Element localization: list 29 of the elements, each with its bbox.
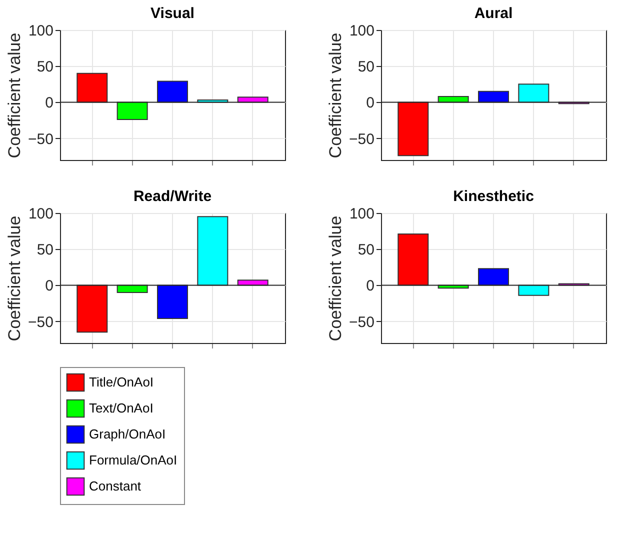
legend-label: Text/OnAoI <box>89 400 154 416</box>
y-tick-label: 50 <box>36 58 54 76</box>
y-axis-title: Coefficient value <box>5 32 24 158</box>
y-axis-title: Coefficient value <box>326 216 346 342</box>
y-tick-label: −50 <box>28 130 54 148</box>
y-tick-label: −50 <box>349 130 374 148</box>
y-axis-title: Coefficient value <box>5 216 24 342</box>
y-tick-label: 100 <box>28 22 54 40</box>
y-tick-label: 100 <box>349 206 374 222</box>
y-tick-label: 0 <box>45 94 54 112</box>
y-tick-label: 100 <box>349 22 374 40</box>
legend-label: Formula/OnAoI <box>89 452 178 468</box>
y-tick-label: 100 <box>28 206 54 222</box>
chart-title: Kinesthetic <box>453 188 534 205</box>
y-tick-label: 50 <box>36 242 54 259</box>
y-tick-label: 0 <box>366 94 374 112</box>
y-tick-label: 50 <box>358 58 374 76</box>
chart-title: Read/Write <box>133 188 212 205</box>
y-tick-label: −50 <box>28 314 54 331</box>
y-tick-label: 50 <box>358 242 374 259</box>
legend-label: Title/OnAoI <box>89 374 154 390</box>
chart-title: Visual <box>150 5 194 22</box>
legend-label: Graph/OnAoI <box>89 426 166 442</box>
legend-label: Constant <box>89 478 142 494</box>
chart-title: Aural <box>474 5 513 22</box>
y-axis-title: Coefficient value <box>326 32 346 158</box>
y-tick-label: −50 <box>349 314 374 331</box>
y-tick-label: 0 <box>366 278 374 295</box>
y-tick-label: 0 <box>45 278 54 295</box>
